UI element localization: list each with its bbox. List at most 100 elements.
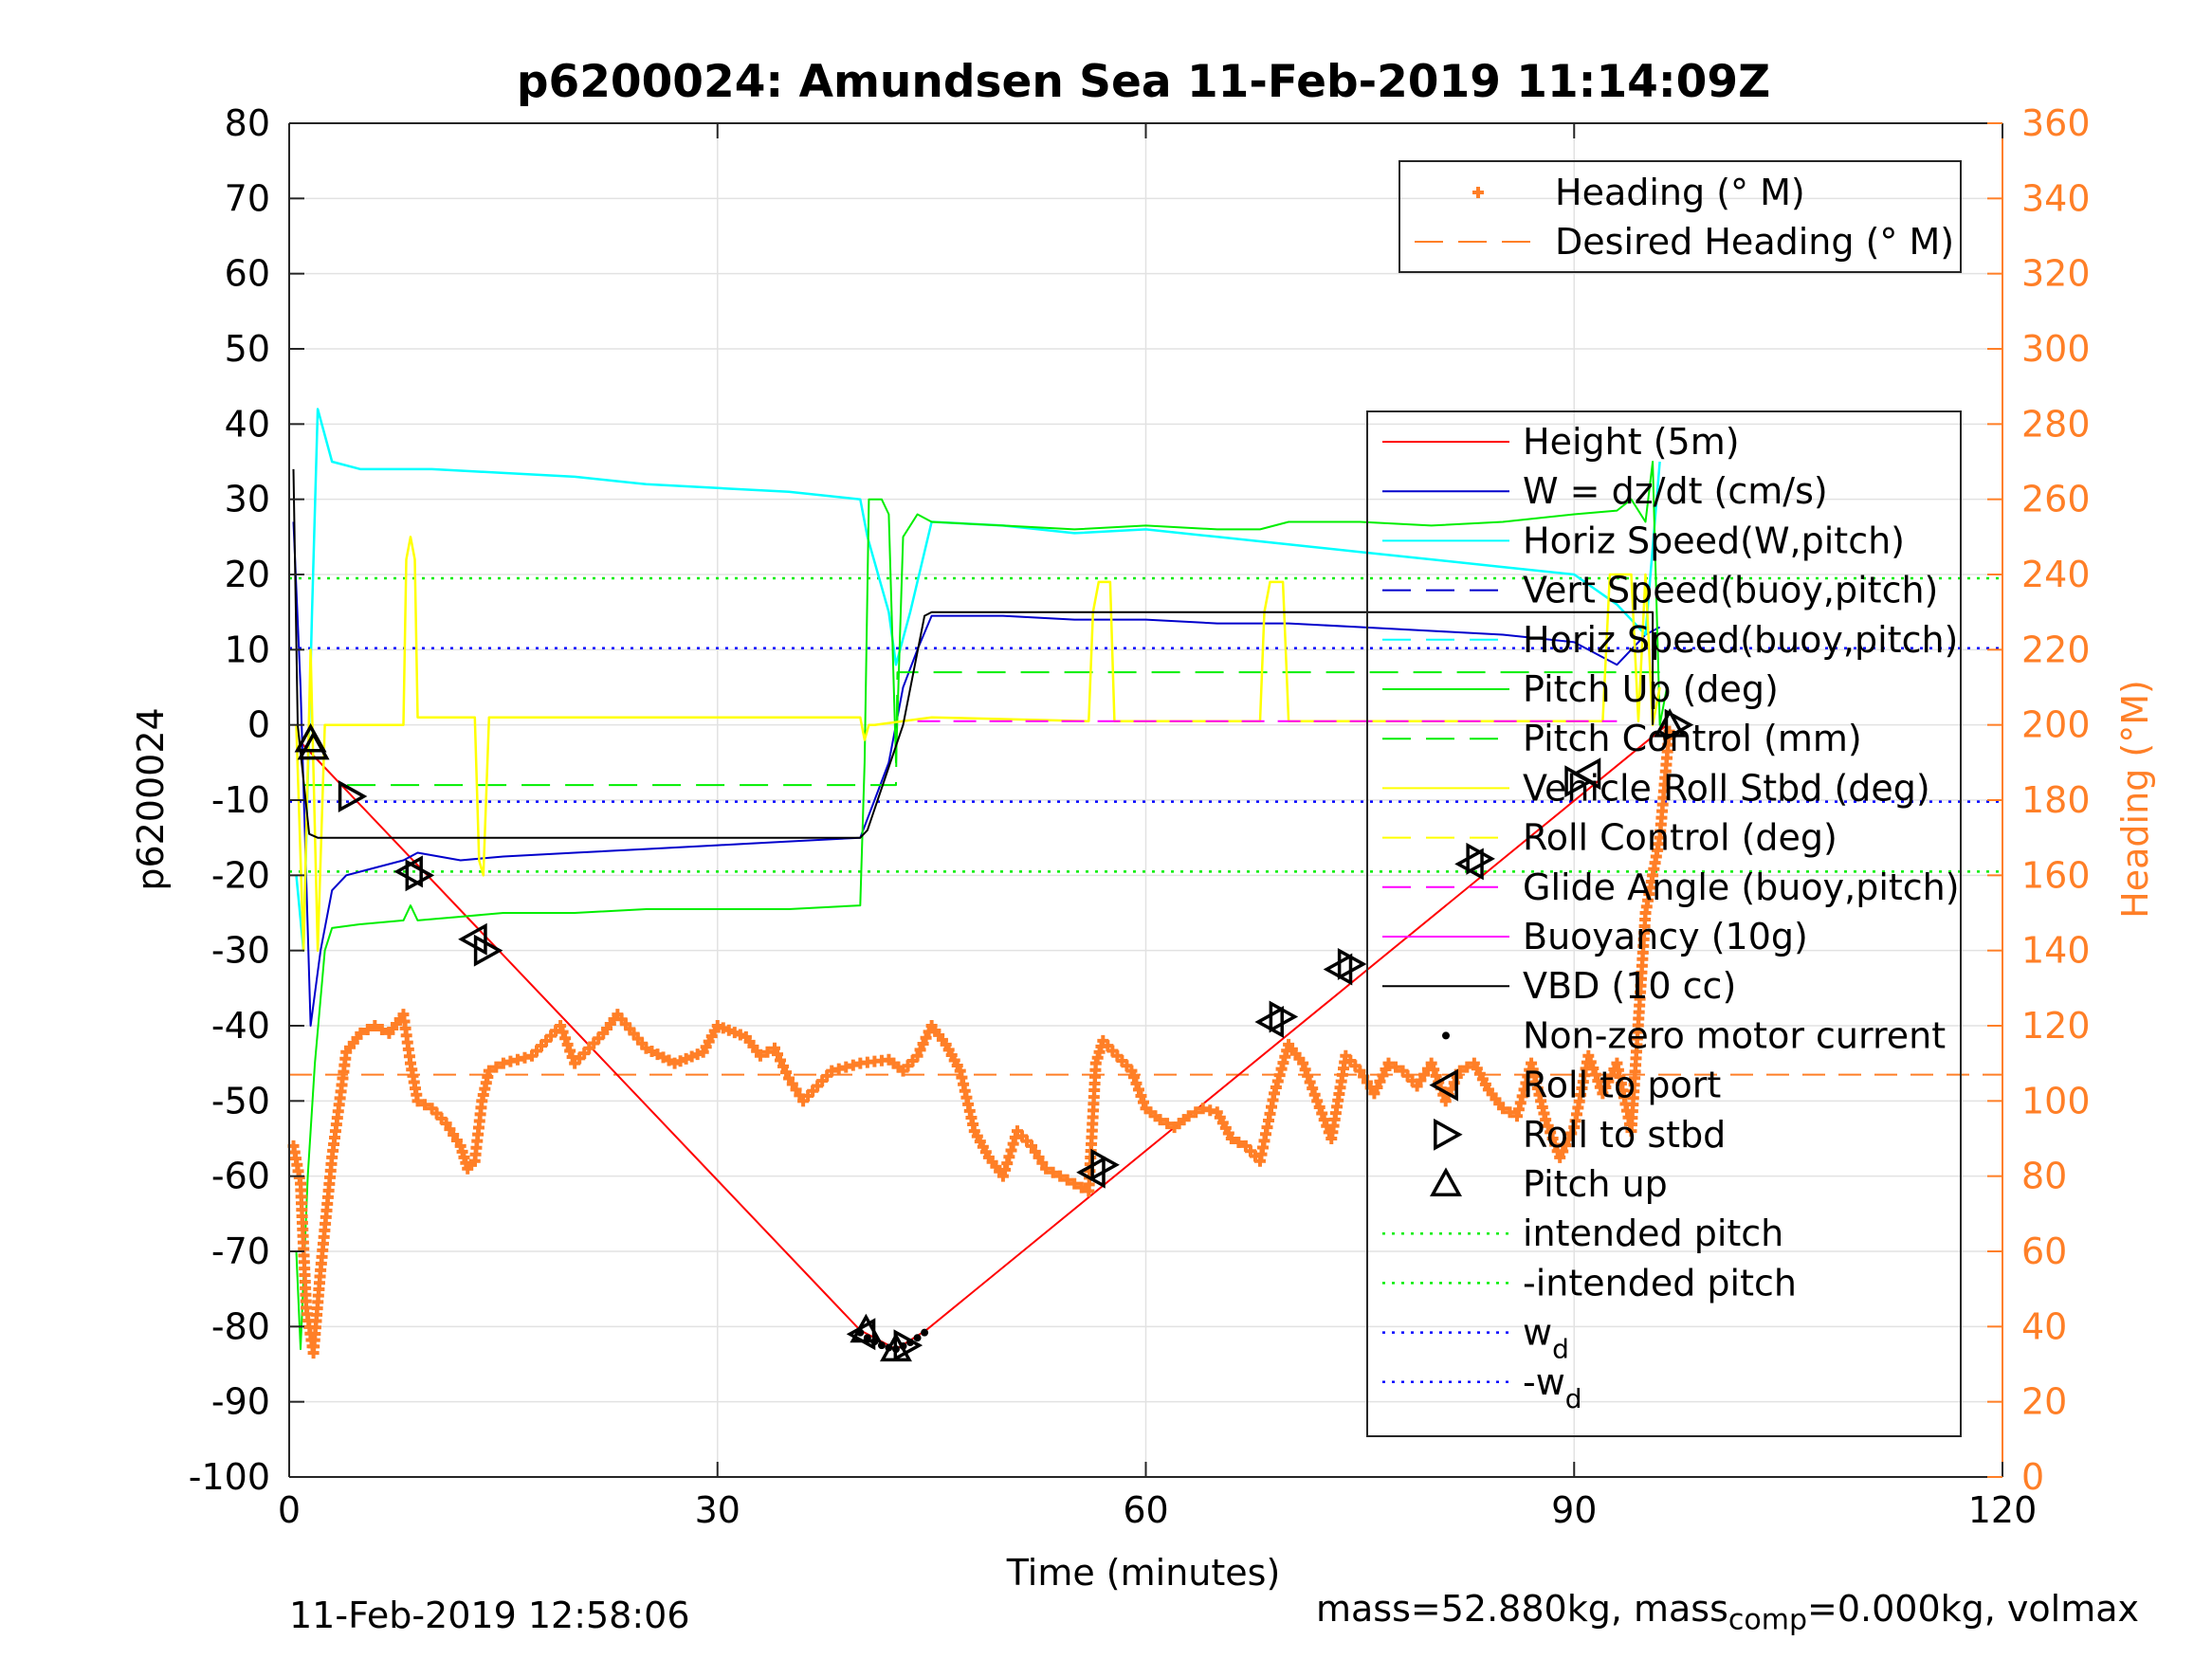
roll-to-stbd-marker <box>1269 1000 1299 1033</box>
y-tick-label-right: 220 <box>2021 629 2091 670</box>
main-legend-label: Non-zero motor current <box>1523 1014 1946 1056</box>
legend-symbol <box>1442 1031 1450 1040</box>
heading-point <box>1137 1096 1149 1108</box>
heading-point <box>1316 1107 1328 1120</box>
main-legend-label: Pitch up <box>1523 1163 1668 1205</box>
legend-symbol <box>1430 1167 1462 1196</box>
main-legend-label: Roll to stbd <box>1523 1114 1726 1156</box>
heading-point <box>1565 1127 1578 1139</box>
heading-point <box>1430 1069 1442 1082</box>
heading-point <box>711 1020 723 1031</box>
heading-point <box>1132 1084 1144 1096</box>
heading-point <box>640 1042 652 1054</box>
heading-point <box>1302 1069 1314 1082</box>
heading-point <box>1127 1071 1140 1084</box>
heading-point <box>1504 1106 1516 1119</box>
heading-point <box>355 1027 367 1039</box>
heading-point <box>1225 1133 1237 1144</box>
heading-point <box>663 1054 675 1066</box>
y-tick-label-right: 100 <box>2021 1080 2091 1121</box>
heading-point <box>361 1023 374 1035</box>
heading-point <box>1003 1151 1015 1163</box>
y-tick-label-left: -40 <box>211 1005 270 1047</box>
heading-point <box>483 1065 495 1077</box>
y-tick-label-left: 0 <box>247 704 270 746</box>
heading-point <box>1069 1177 1081 1190</box>
legend-area: Heading (° M) Desired Heading (° M) Height… <box>1366 160 1962 1437</box>
heading-point <box>1308 1088 1321 1101</box>
heading-point <box>691 1048 704 1061</box>
mass-suffix: =0.000kg, volmax <box>1807 1588 2140 1630</box>
heading-point <box>564 1045 576 1057</box>
heading-point <box>775 1054 787 1066</box>
heading-point <box>490 1061 503 1073</box>
heading-point <box>1382 1057 1395 1069</box>
y-tick-label-right: 180 <box>2021 779 2091 821</box>
heading-point <box>1054 1170 1067 1182</box>
heading-point <box>1005 1144 1017 1157</box>
main-legend-label: -intended pitch <box>1523 1262 1797 1304</box>
heading-point <box>1374 1075 1386 1087</box>
heading-point <box>369 1020 381 1031</box>
heading-point <box>1047 1166 1059 1178</box>
main-legend-label: VBD (10 cc) <box>1523 965 1736 1007</box>
heading-point <box>1542 1120 1554 1132</box>
heading-point <box>1190 1106 1202 1119</box>
heading-point <box>1040 1162 1052 1175</box>
heading-point <box>911 1049 923 1062</box>
heading-point <box>1125 1065 1138 1077</box>
y-tick-label-right: 60 <box>2021 1231 2067 1272</box>
y-tick-label-left: 60 <box>225 253 270 295</box>
x-tick-label: 90 <box>1551 1489 1597 1531</box>
main-legend-label: Pitch Up (deg) <box>1523 668 1779 710</box>
y-tick-label-right: 20 <box>2021 1381 2067 1423</box>
heading-point <box>1545 1126 1557 1139</box>
y-tick-label-right: 120 <box>2021 1005 2091 1047</box>
heading-point <box>1075 1181 1088 1194</box>
series-pitch-control-mm <box>303 671 1660 787</box>
heading-point <box>1182 1110 1195 1122</box>
pitch-up-marker <box>297 730 330 760</box>
heading-point <box>1560 1139 1572 1152</box>
y-tick-label-right: 280 <box>2021 403 2091 445</box>
heading-point <box>1563 1133 1575 1145</box>
series-pitch-up-deg <box>295 461 1669 1351</box>
heading-point <box>1496 1103 1508 1115</box>
heading-point <box>1313 1101 1325 1113</box>
heading-point <box>1304 1076 1316 1088</box>
heading-point <box>557 1026 569 1038</box>
y-tick-label-left: -60 <box>211 1156 270 1197</box>
heading-point <box>1311 1095 1324 1107</box>
roll-to-stbd-marker <box>893 1329 923 1362</box>
main-legend-label: intended pitch <box>1523 1212 1783 1254</box>
heading-point <box>1061 1174 1073 1186</box>
y-tick-label-left: -30 <box>211 930 270 972</box>
heading-point <box>1557 1145 1569 1158</box>
heading-point <box>728 1027 740 1039</box>
heading-point <box>1161 1118 1174 1130</box>
y-tick-label-right: 260 <box>2021 479 2091 520</box>
heading-point <box>768 1042 780 1054</box>
x-tick-label: 120 <box>1968 1489 2038 1531</box>
y-tick-label-right: 200 <box>2021 704 2091 746</box>
roll-to-stbd-marker <box>1337 947 1367 980</box>
y-axis-label-right: Heading (°M) <box>2114 680 2156 919</box>
heading-legend-box <box>1398 160 1962 273</box>
heading-point <box>1130 1077 1143 1089</box>
heading-point <box>717 1022 729 1034</box>
legend-symbol <box>1434 1118 1463 1151</box>
heading-point <box>1589 1068 1601 1081</box>
chart-title: p6200024: Amundsen Sea 11-Feb-2019 11:14… <box>517 56 1770 108</box>
heading-point <box>996 1170 1009 1182</box>
main-legend-label: Roll to port <box>1523 1065 1721 1106</box>
date-stamp: 11-Feb-2019 12:58:06 <box>289 1595 690 1636</box>
roll-to-stbd-marker <box>405 859 435 892</box>
y-tick-label-right: 300 <box>2021 328 2091 370</box>
main-legend-box <box>1366 410 1962 1437</box>
y-tick-label-left: 10 <box>225 629 270 670</box>
main-legend-label: Height (5m) <box>1523 421 1740 463</box>
heading-point <box>1007 1138 1019 1150</box>
x-tick-label: 0 <box>278 1489 301 1531</box>
legend-symbol <box>1472 187 1484 198</box>
heading-point <box>1600 1082 1612 1094</box>
